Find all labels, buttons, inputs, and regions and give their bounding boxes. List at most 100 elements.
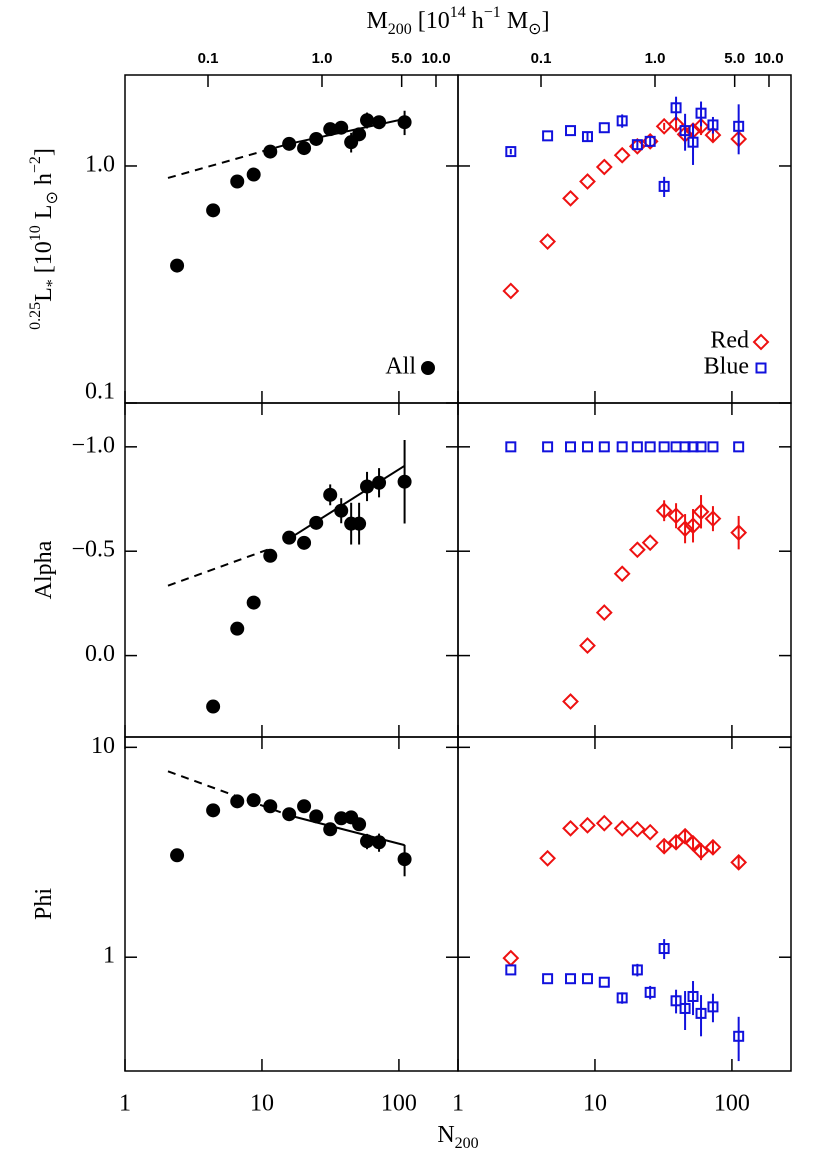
- marker: [372, 115, 387, 130]
- y-axis-label-part: −2: [27, 156, 44, 173]
- marker: [670, 441, 682, 453]
- marker: [692, 117, 710, 135]
- y-axis-label-part: 10: [27, 225, 44, 241]
- marker: [309, 809, 324, 824]
- top-axis-label-part: M: [501, 8, 528, 34]
- legend-marker: [421, 361, 435, 375]
- marker: [733, 441, 745, 453]
- y-tick-label: −1.0: [71, 432, 115, 458]
- top-axis-label-part: 14: [450, 4, 466, 21]
- y-axis-label: 0.25L* [1010 L⊙ h−2]: [27, 148, 61, 330]
- marker: [505, 964, 517, 976]
- x-tick-label: 10: [250, 1091, 274, 1117]
- marker: [334, 120, 349, 135]
- marker: [644, 986, 656, 998]
- marker: [539, 849, 557, 867]
- marker: [687, 990, 699, 1002]
- marker: [230, 621, 245, 636]
- marker: [397, 474, 412, 489]
- marker: [684, 834, 702, 852]
- marker: [692, 842, 710, 860]
- x-axis-label-part: 200: [455, 1135, 479, 1152]
- y-tick-label: 1.0: [85, 151, 115, 177]
- marker: [684, 517, 702, 535]
- marker: [631, 441, 643, 453]
- y-axis-label-part: L: [31, 287, 57, 302]
- x-axis-label: N200: [437, 1122, 478, 1152]
- marker: [565, 973, 577, 985]
- top-axis-label-part: ]: [542, 8, 550, 34]
- y-axis-label-part: [10: [31, 241, 57, 279]
- top-axis-label-part: 200: [388, 21, 412, 38]
- legend-label: Blue: [704, 354, 749, 380]
- marker: [372, 475, 387, 490]
- marker: [595, 158, 613, 176]
- marker: [502, 949, 520, 967]
- marker: [352, 127, 367, 142]
- marker: [695, 441, 707, 453]
- y-axis-label-part: L: [31, 205, 57, 226]
- marker: [246, 167, 261, 182]
- marker: [360, 479, 375, 494]
- marker: [263, 548, 278, 563]
- marker: [579, 816, 596, 834]
- marker: [658, 441, 670, 453]
- y-axis-label-part: Alpha: [31, 540, 57, 599]
- marker: [397, 115, 412, 130]
- marker: [297, 799, 312, 814]
- marker: [542, 441, 554, 453]
- y-tick-label: −0.5: [71, 537, 115, 563]
- panel-frame: [457, 736, 792, 1072]
- marker: [631, 139, 643, 151]
- marker: [613, 565, 631, 583]
- marker: [542, 973, 554, 985]
- marker: [542, 130, 554, 142]
- marker: [309, 515, 324, 530]
- marker: [679, 125, 691, 137]
- marker: [502, 282, 520, 300]
- marker: [282, 530, 297, 545]
- marker: [658, 180, 670, 192]
- marker: [282, 136, 297, 151]
- marker: [595, 604, 613, 621]
- marker: [658, 943, 670, 955]
- marker: [704, 510, 722, 528]
- marker: [641, 534, 659, 552]
- marker: [282, 807, 297, 822]
- marker: [670, 102, 682, 114]
- marker: [579, 637, 596, 654]
- y-axis-label: Alpha: [31, 540, 57, 599]
- marker: [616, 441, 628, 453]
- marker: [562, 189, 579, 207]
- marker: [733, 120, 745, 132]
- marker: [309, 131, 324, 146]
- marker: [692, 503, 710, 521]
- marker: [613, 819, 631, 837]
- y-axis-label-part: Phi: [31, 888, 57, 920]
- top-tick-label: 1.0: [645, 50, 666, 67]
- marker: [206, 699, 221, 714]
- top-axis-label-part: ⊙: [528, 21, 541, 38]
- marker: [230, 174, 245, 189]
- y-axis-label: Phi: [31, 888, 57, 920]
- marker: [704, 126, 722, 144]
- top-axis-label-part: −1: [484, 4, 501, 21]
- marker: [730, 853, 748, 871]
- marker: [372, 835, 387, 850]
- fit-line: [288, 464, 406, 540]
- fit-line: [167, 547, 271, 587]
- marker: [323, 487, 338, 502]
- marker: [598, 976, 610, 988]
- marker: [263, 144, 278, 159]
- top-axis-label: M200 [1014 h−1 M⊙]: [366, 4, 549, 38]
- fit-line: [167, 770, 290, 817]
- y-axis-label-part: h: [31, 173, 57, 191]
- y-axis-label-part: ]: [31, 148, 57, 156]
- y-axis-label-part: ⊙: [44, 191, 61, 204]
- marker: [679, 441, 691, 453]
- marker: [170, 848, 185, 863]
- y-tick-label: 0.0: [85, 641, 115, 667]
- top-tick-label: 1.0: [312, 50, 333, 67]
- marker: [707, 119, 719, 131]
